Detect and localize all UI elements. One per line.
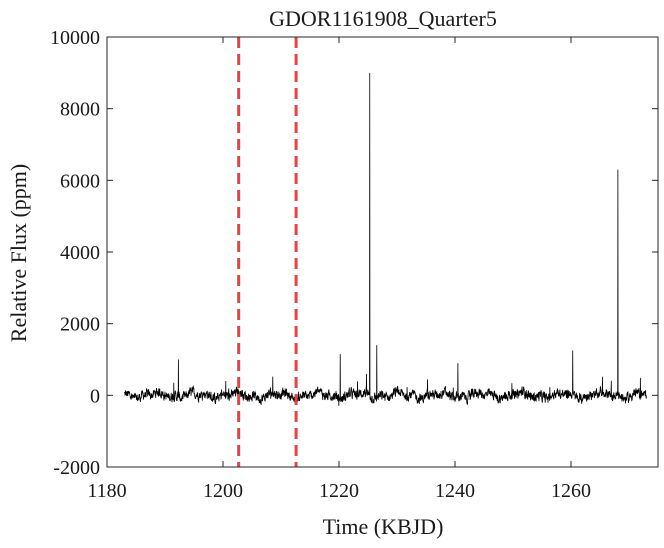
- x-tick-label: 1180: [87, 480, 126, 502]
- chart-title: GDOR1161908_Quarter5: [269, 6, 497, 31]
- x-tick-label: 1240: [435, 480, 475, 502]
- y-tick-label: 2000: [60, 314, 100, 336]
- x-tick-label: 1260: [551, 480, 591, 502]
- series-line: [124, 72, 647, 406]
- plot-area: [106, 36, 659, 468]
- y-tick-label: -2000: [53, 457, 100, 479]
- y-tick-label: 8000: [60, 99, 100, 121]
- y-tick-label: 0: [90, 385, 100, 407]
- y-tick-label: 6000: [60, 170, 100, 192]
- y-tick-label: 10000: [50, 27, 100, 49]
- x-tick-label: 1220: [319, 480, 359, 502]
- x-axis-label: Time (KBJD): [323, 514, 444, 539]
- y-tick-label: 4000: [60, 242, 100, 264]
- y-axis-ticks: -2000 0 2000 4000 6000 8000 10000: [50, 27, 658, 479]
- x-tick-label: 1200: [203, 480, 243, 502]
- x-axis-ticks: 1180 1200 1220 1240 1260: [87, 37, 591, 502]
- y-axis-label: Relative Flux (ppm): [6, 164, 31, 342]
- axes-frame: [106, 36, 659, 468]
